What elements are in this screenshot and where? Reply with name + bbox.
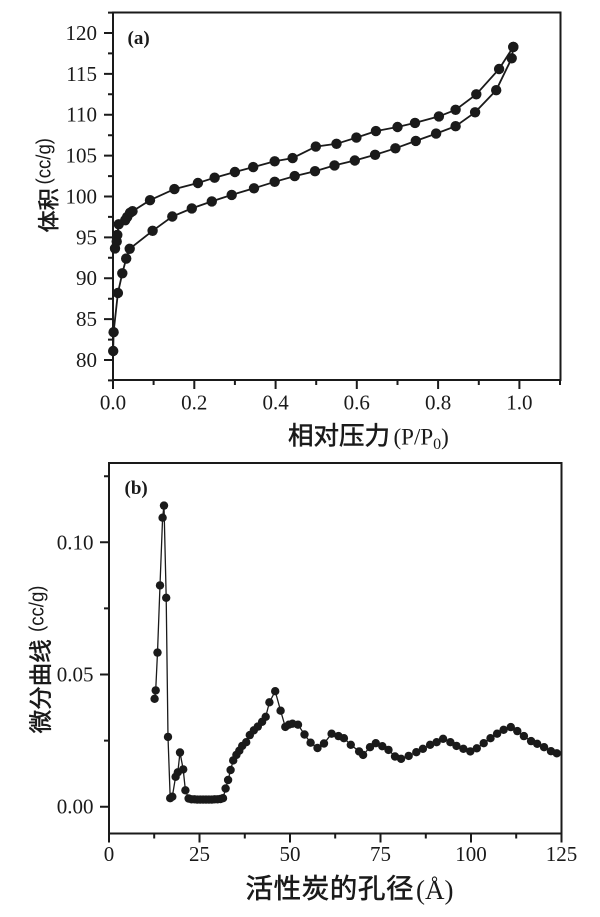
svg-text:100: 100 (66, 185, 98, 209)
svg-text:90: 90 (76, 266, 97, 290)
svg-text:95: 95 (76, 225, 97, 249)
svg-text:80: 80 (76, 348, 97, 372)
svg-text:0.6: 0.6 (344, 391, 370, 415)
svg-text:125: 125 (546, 842, 578, 866)
svg-text:(cc/g): (cc/g) (27, 586, 49, 633)
svg-text:0.4: 0.4 (262, 391, 289, 415)
svg-text:0.00: 0.00 (57, 795, 94, 819)
svg-text:100: 100 (455, 842, 487, 866)
svg-text:(Å): (Å) (416, 875, 453, 905)
svg-text:85: 85 (76, 307, 97, 331)
svg-text:120: 120 (66, 21, 98, 45)
svg-text:25: 25 (189, 842, 210, 866)
svg-text:0.2: 0.2 (181, 391, 207, 415)
svg-text:110: 110 (66, 103, 97, 127)
svg-text:1.0: 1.0 (506, 391, 532, 415)
svg-text:(a): (a) (128, 28, 150, 49)
svg-text:0.05: 0.05 (57, 663, 94, 687)
svg-text:0.8: 0.8 (425, 391, 451, 415)
svg-text:(P/P0): (P/P0) (394, 425, 449, 454)
svg-text:115: 115 (66, 62, 97, 86)
svg-text:(b): (b) (125, 478, 148, 499)
svg-text:75: 75 (370, 842, 391, 866)
svg-text:0.0: 0.0 (100, 391, 126, 415)
svg-text:0.10: 0.10 (57, 530, 94, 554)
svg-text:105: 105 (66, 144, 98, 168)
svg-text:0: 0 (104, 842, 115, 866)
svg-text:50: 50 (280, 842, 301, 866)
svg-text:(cc/g): (cc/g) (34, 138, 56, 185)
